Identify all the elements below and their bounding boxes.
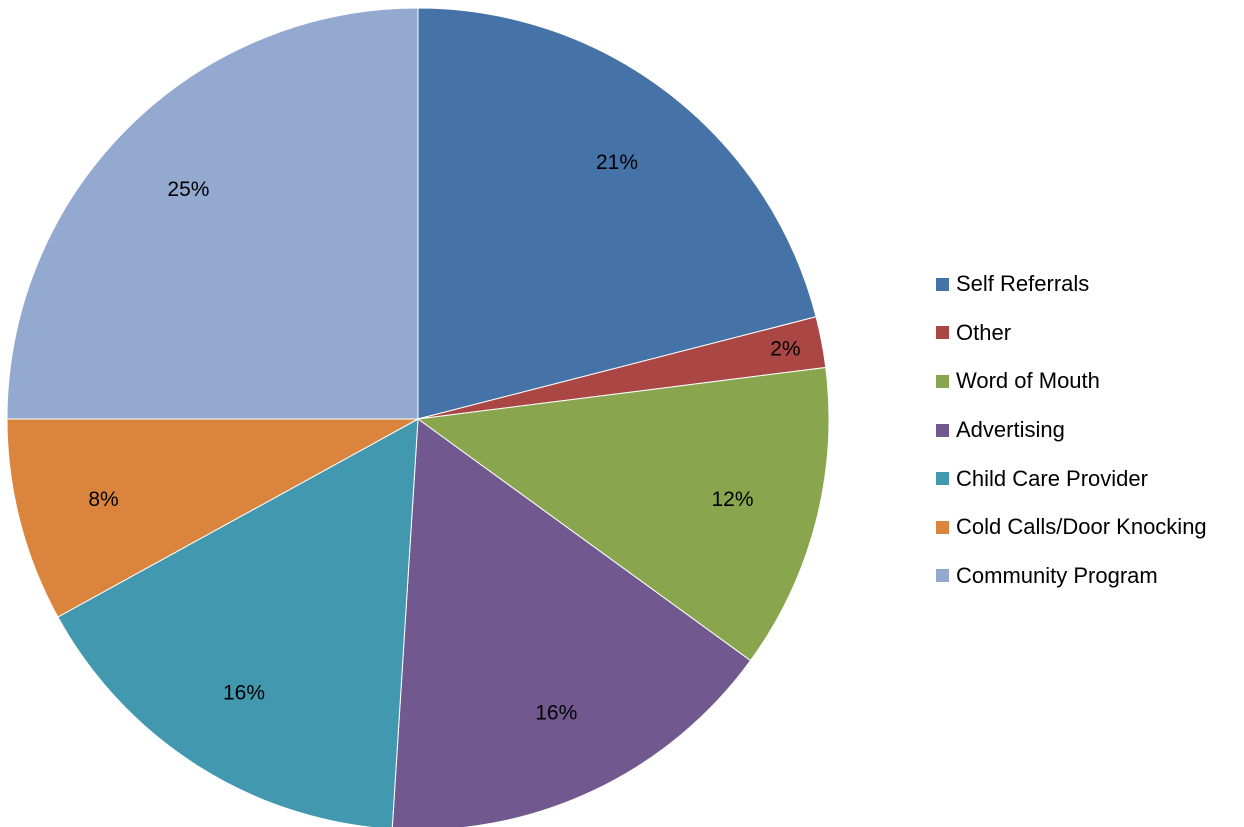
legend-swatch bbox=[936, 326, 949, 340]
data-label-word-of-mouth: 12% bbox=[711, 488, 753, 511]
legend-label: Community Program bbox=[956, 562, 1158, 588]
legend-label: Cold Calls/Door Knocking bbox=[956, 514, 1207, 540]
legend-item-community-program: Community Program bbox=[936, 552, 1236, 601]
legend: Self Referrals Other Word of Mouth Advertis… bbox=[936, 260, 1236, 600]
legend-label: Self Referrals bbox=[956, 271, 1090, 297]
legend-swatch bbox=[936, 520, 949, 534]
legend-item-word-of-mouth: Word of Mouth bbox=[936, 357, 1236, 406]
pie-slice-advertising bbox=[391, 418, 752, 827]
data-label-community-program: 25% bbox=[167, 178, 209, 201]
legend-item-other: Other bbox=[936, 309, 1236, 358]
legend-label: Child Care Provider bbox=[956, 465, 1148, 491]
legend-swatch bbox=[936, 423, 949, 437]
legend-label: Word of Mouth bbox=[956, 368, 1100, 394]
pie-slice-cold-calls-door-knocking bbox=[6, 418, 419, 618]
legend-swatch bbox=[936, 277, 949, 291]
legend-item-advertising: Advertising bbox=[936, 406, 1236, 455]
legend-swatch bbox=[936, 472, 949, 486]
legend-item-cold-calls-door-knocking: Cold Calls/Door Knocking bbox=[936, 503, 1236, 552]
legend-label: Other bbox=[956, 319, 1012, 345]
legend-item-child-care-provider: Child Care Provider bbox=[936, 454, 1236, 503]
pie-slices bbox=[6, 7, 830, 827]
data-label-child-care-provider: 16% bbox=[223, 682, 265, 705]
legend-label: Advertising bbox=[956, 417, 1065, 443]
data-label-cold-calls-door-knocking: 8% bbox=[88, 488, 118, 511]
data-label-advertising: 16% bbox=[535, 701, 577, 724]
pie-slice-word-of-mouth bbox=[416, 366, 830, 662]
pie-plot-area: 21% 2% 12% 16% 16% 8% 25% bbox=[6, 7, 830, 827]
legend-swatch bbox=[936, 374, 949, 388]
pie-slice-community-program bbox=[6, 7, 419, 420]
data-label-other: 2% bbox=[770, 337, 800, 360]
pie-slice-self-referrals bbox=[417, 7, 817, 420]
pie-slice-child-care-provider bbox=[57, 418, 419, 827]
legend-item-self-referrals: Self Referrals bbox=[936, 260, 1236, 309]
legend-swatch bbox=[936, 569, 949, 583]
data-label-self-referrals: 21% bbox=[596, 151, 638, 174]
pie-data-labels: 21% 2% 12% 16% 16% 8% 25% bbox=[88, 151, 800, 724]
